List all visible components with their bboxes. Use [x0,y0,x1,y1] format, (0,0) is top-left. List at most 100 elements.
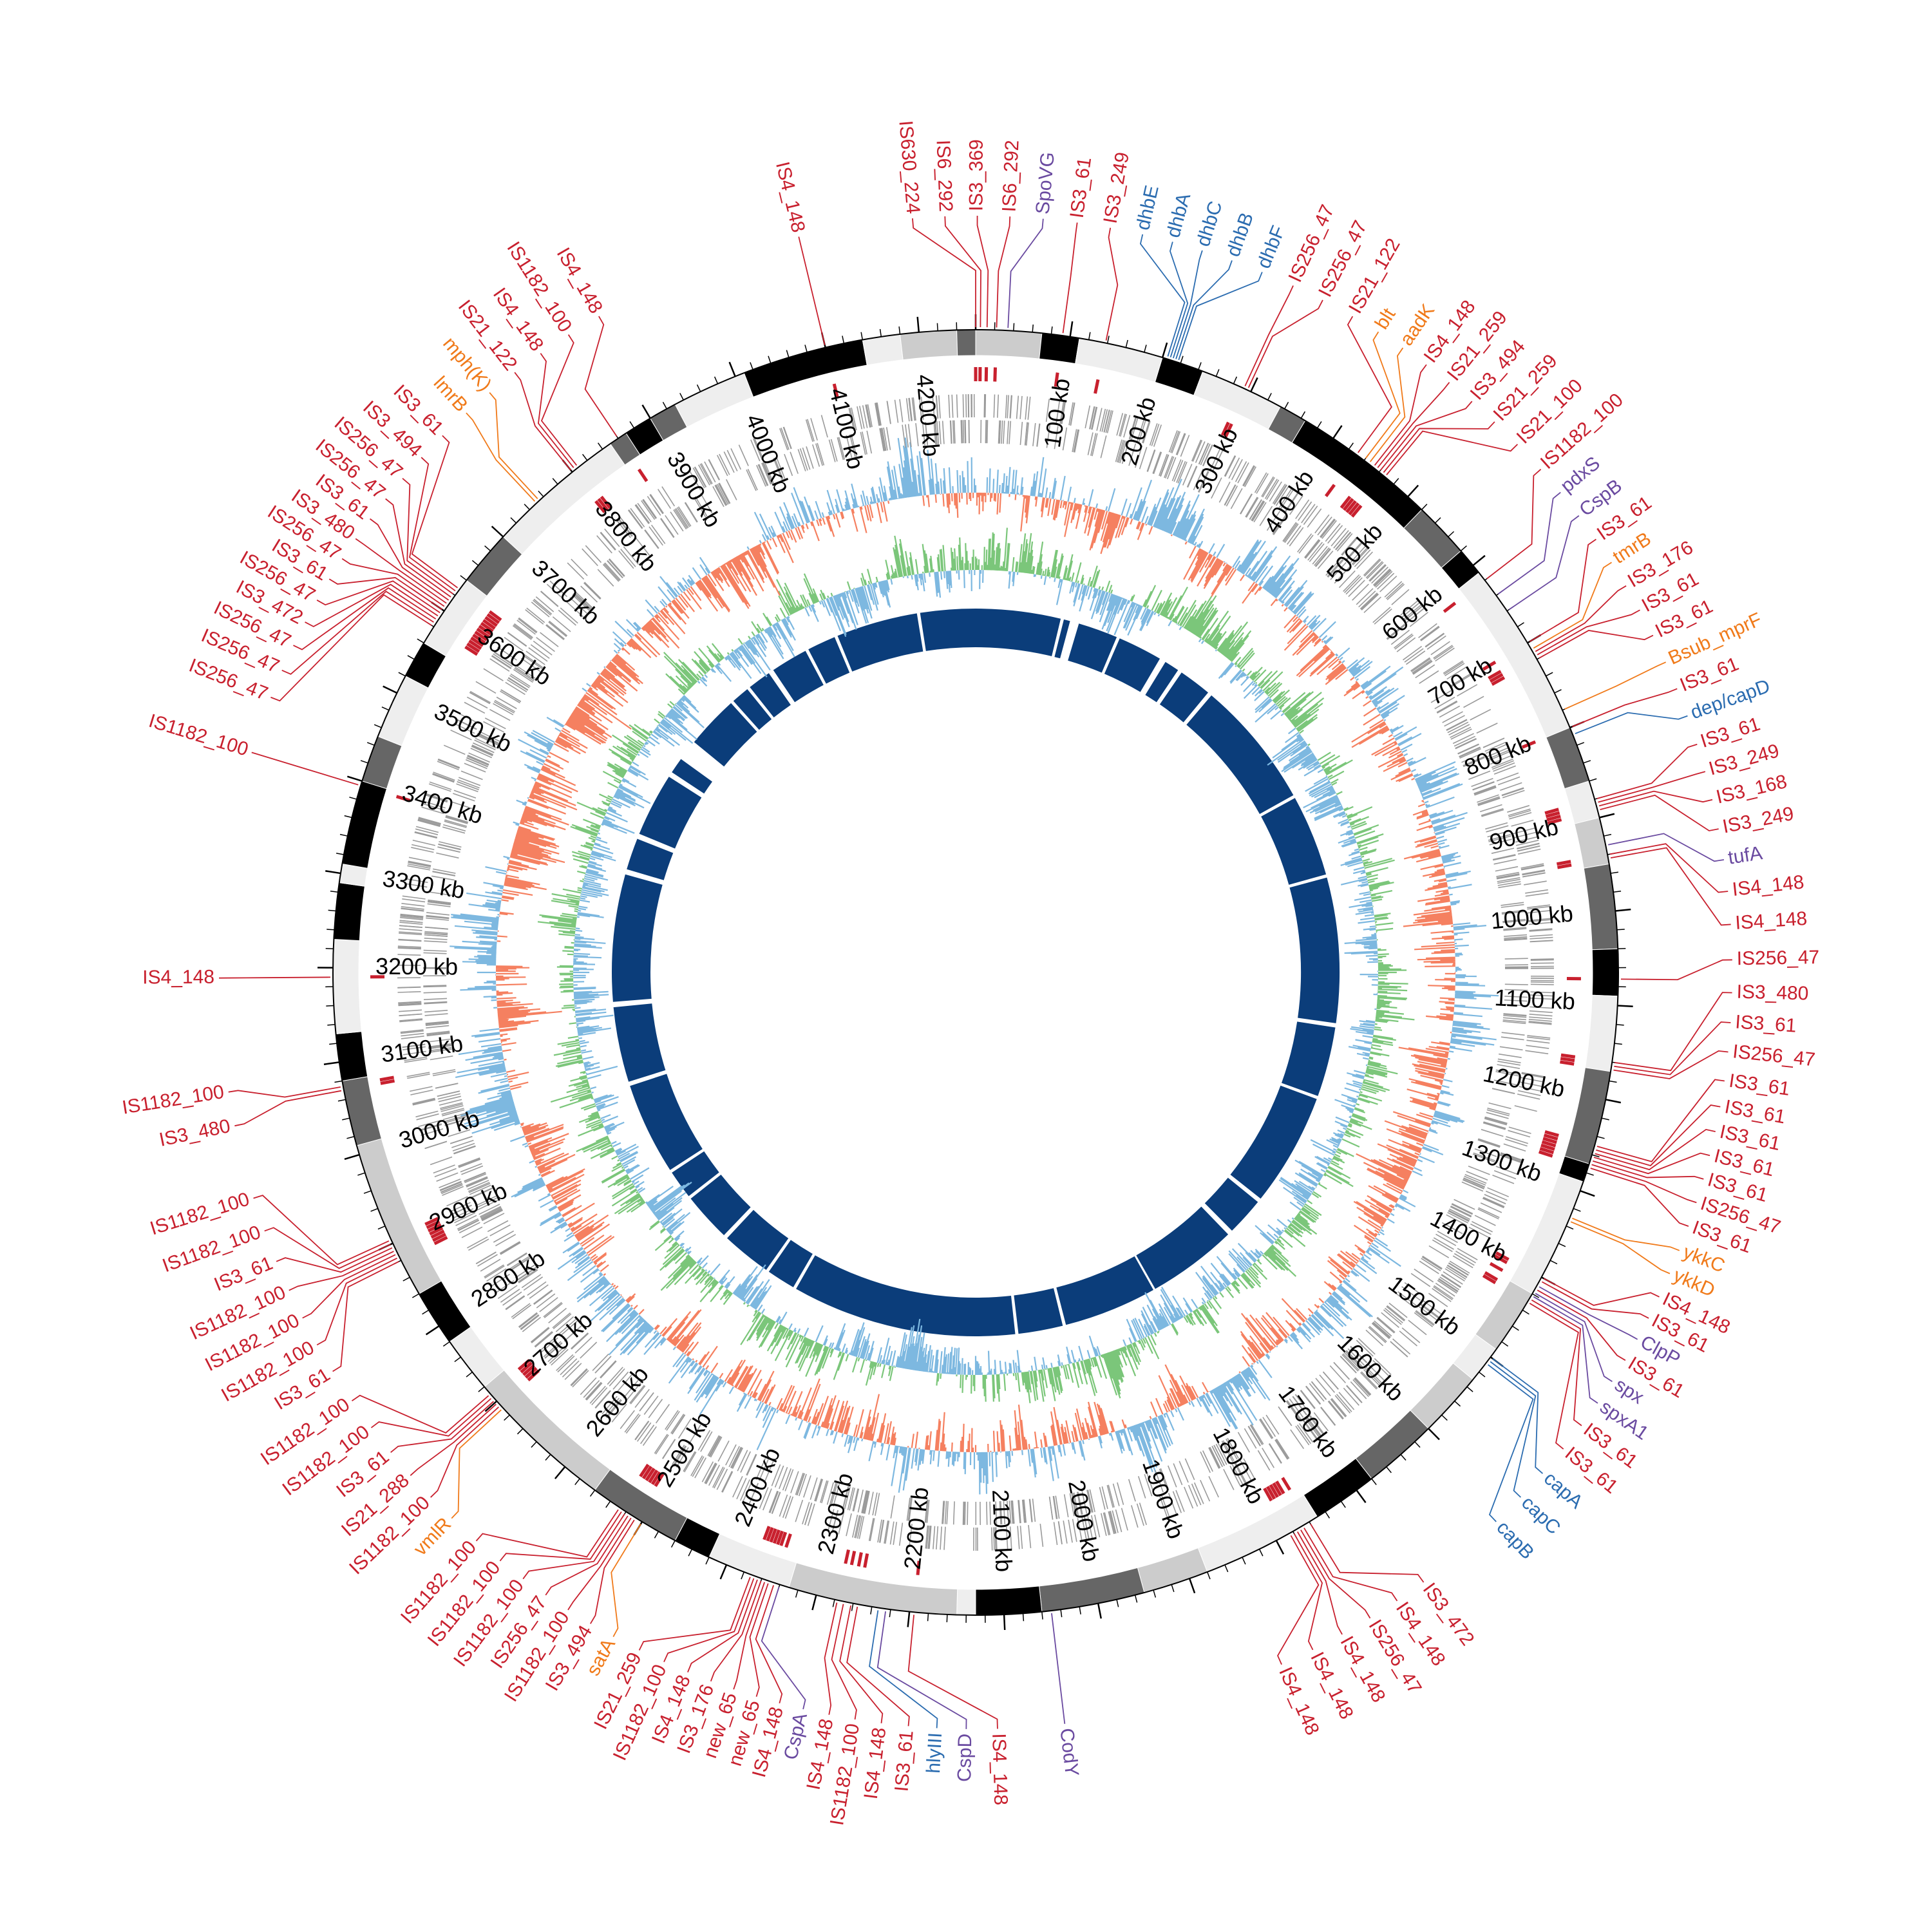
cds-tick [427,1038,451,1043]
cds-tick [1350,1345,1368,1363]
cds-tick [1455,1251,1477,1264]
feature-label: IS3_61 [1066,156,1095,220]
cds-tick [1251,1424,1264,1444]
feature-leader [687,1579,758,1672]
feature-leader [1591,1164,1697,1204]
minor-tick [398,672,406,677]
cds-tick [1514,1105,1537,1112]
cds-tick [915,423,919,446]
cds-tick [1303,506,1318,526]
feature-marker [863,1553,869,1568]
contig-segment [956,329,976,356]
feature-label: IS3_369 [966,139,987,211]
feature-label: IS4_148 [1734,908,1808,934]
cds-tick [1272,484,1286,504]
feature-leader [1537,1289,1626,1361]
cds-tick [731,1447,743,1469]
cds-tick [1228,457,1240,479]
cds-tick [442,1186,464,1197]
cds-tick [775,457,786,479]
cds-tick [481,1208,502,1220]
cds-tick [1454,1198,1475,1210]
cds-tick [1280,489,1294,509]
cds-tick [1307,508,1322,528]
minor-tick [670,1540,676,1548]
cds-tick [697,464,710,486]
minor-tick [1596,1136,1605,1139]
cds-tick [600,531,616,551]
cds-tick [1493,1170,1517,1180]
skew-signal-positive [537,527,1415,1403]
synteny-block [1145,661,1179,703]
cds-tick [1410,657,1430,672]
cds-tick [1320,1406,1336,1426]
cds-tick [1092,433,1098,457]
cds-tick [458,1158,480,1168]
cds-tick [774,1465,784,1488]
minor-tick [1134,1595,1138,1603]
cds-tick [423,800,446,809]
cds-tick [1342,1353,1359,1371]
cds-tick [1237,462,1249,484]
synteny-block [1204,1177,1258,1231]
cds-tick [644,529,659,549]
cds-tick [1333,1361,1350,1380]
cds-tick [742,1480,753,1502]
feature-leader [1051,1613,1066,1724]
cds-tick [421,806,444,815]
minor-tick [597,442,603,450]
cds-tick [1217,1443,1229,1464]
feature-leader [710,1580,762,1682]
scale-label: 1500 kb [1384,1270,1466,1341]
gc-skew-track [537,527,1415,1403]
cds-tick [544,1342,563,1359]
cds-tick [1438,1278,1459,1292]
minor-tick [342,1117,350,1121]
cds-tick [1317,550,1334,569]
cds-tick [565,601,584,618]
feature-marker [1265,1486,1276,1500]
cds-tick [1377,573,1395,590]
cds-tick [1262,1447,1274,1468]
cds-tick [1153,451,1162,475]
feature-leader [385,498,451,598]
cds-tick [630,1385,646,1405]
cds-tick [1482,737,1505,748]
synteny-block [672,759,712,794]
cds-tick [477,732,499,744]
cds-tick [1508,810,1531,818]
cds-tick [1211,477,1222,499]
feature-marker [1495,1251,1510,1261]
feature-leader [1062,222,1078,334]
cds-tick [1415,1311,1434,1326]
cds-tick [1262,1417,1276,1437]
cds-tick [1420,1304,1439,1319]
cds-tick [1361,1371,1378,1389]
cds-tick [507,632,527,647]
cds-tick [806,419,815,442]
cds-tick [717,1440,730,1462]
cds-tick [925,1525,929,1549]
feature-leader [912,218,976,327]
cds-tick [467,754,489,765]
synteny-block [768,1240,813,1287]
cds-tick [908,1497,913,1521]
feature-marker [857,1552,863,1567]
cds-tick [712,1466,724,1488]
cds-tick [933,421,936,445]
major-tick [1069,321,1074,337]
cds-tick [411,847,434,853]
minor-tick [870,1606,873,1615]
cds-tick [802,1502,810,1524]
minor-tick [454,1356,461,1363]
cds-tick [600,532,616,551]
cds-tick [1087,1490,1094,1513]
cds-tick [817,442,825,466]
feature-leader [846,1606,910,1727]
cds-tick [625,1414,641,1434]
cds-tick [450,729,472,741]
cds-tick [905,424,909,448]
cds-tick [1343,1352,1361,1370]
feature-leader [1383,421,1495,473]
cds-tick [457,1218,478,1230]
